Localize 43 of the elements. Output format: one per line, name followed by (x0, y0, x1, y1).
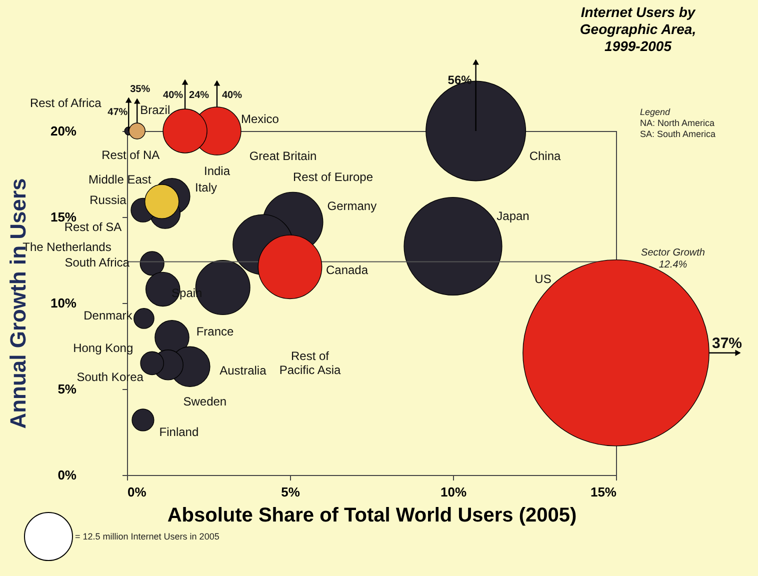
annotation: India (204, 164, 230, 178)
annotation: France (196, 324, 234, 338)
annotation: Brazil (140, 103, 170, 117)
annotation: Sweden (183, 394, 227, 409)
annotation: Russia (90, 193, 127, 208)
annotation: Middle East (88, 172, 152, 187)
annotation: Rest of Africa (30, 96, 102, 110)
x-tick-label: 15% (590, 484, 617, 500)
annotation: Australia (220, 364, 267, 378)
annotation: 35% (130, 84, 150, 95)
annotation: Rest of Pacific Asia (279, 349, 342, 377)
y-tick-label: 0% (58, 468, 77, 482)
annotation: Great Britain (249, 149, 317, 163)
y-tick-label: 20% (50, 124, 77, 138)
text: Rest of SA (64, 220, 122, 234)
y-tick-label: 10% (50, 296, 77, 310)
annotation: US (534, 272, 552, 286)
annotation: 56% (448, 73, 472, 87)
annotation: 40% (163, 90, 184, 101)
annotation: Germany (327, 199, 377, 214)
annotation: 40% (222, 90, 242, 101)
annotation: Mexico (240, 112, 280, 126)
text: SA: South America (640, 129, 716, 139)
annotation: Finland (159, 424, 199, 439)
text: Legend (640, 107, 672, 117)
y-tick-label: 5% (58, 382, 77, 396)
ref-line-label: Sector Growth 12.4% (641, 248, 706, 271)
annotation: Rest of Europe (292, 170, 374, 184)
annotation: 47% (108, 107, 128, 118)
annotation: Rest of NA (102, 148, 160, 162)
chart-title: Internet Users by Geographic Area, 1999-2005 (580, 4, 696, 54)
annotation: China (529, 149, 561, 163)
legend-label: = 12.5 million Internet Users in 2005 (75, 532, 220, 542)
x-axis-title: Absolute Share of Total World Users (2005) (167, 504, 577, 526)
x-tick-label: 5% (281, 484, 300, 500)
annotation: Japan (496, 209, 530, 223)
annotation: 37% (712, 334, 742, 352)
annotation: Italy (194, 180, 217, 194)
text: NA: North America (640, 118, 715, 128)
annotation: 24% (189, 90, 210, 101)
annotation: Canada (326, 262, 368, 277)
x-tick-label: 0% (128, 484, 147, 500)
x-tick-label: 10% (440, 484, 467, 500)
